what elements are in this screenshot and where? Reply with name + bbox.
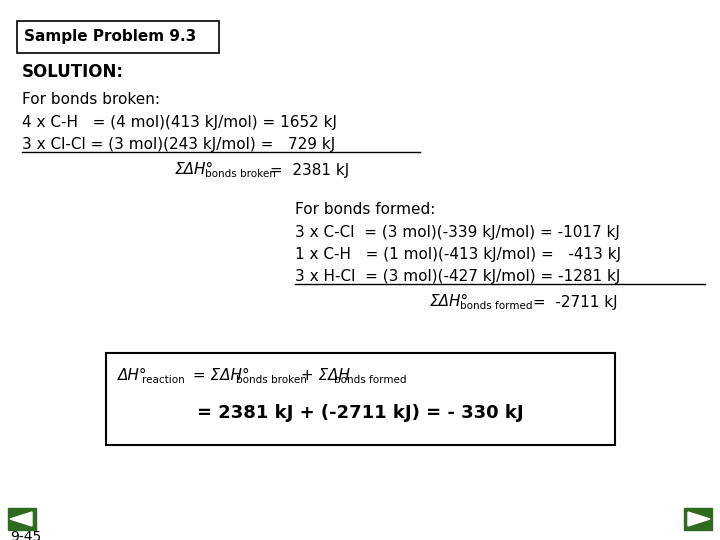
Text: = ΣΔH°: = ΣΔH°: [188, 368, 250, 382]
Text: 9-45: 9-45: [10, 530, 41, 540]
Text: ΣΔH°: ΣΔH°: [175, 163, 214, 178]
Text: 3 x H-Cl  = (3 mol)(-427 kJ/mol) = -1281 kJ: 3 x H-Cl = (3 mol)(-427 kJ/mol) = -1281 …: [295, 268, 621, 284]
Polygon shape: [10, 512, 32, 526]
FancyBboxPatch shape: [106, 353, 615, 445]
Text: bonds broken: bonds broken: [236, 375, 307, 385]
Text: 1 x C-H   = (1 mol)(-413 kJ/mol) =   -413 kJ: 1 x C-H = (1 mol)(-413 kJ/mol) = -413 kJ: [295, 246, 621, 261]
Text: 3 x Cl-Cl = (3 mol)(243 kJ/mol) =   729 kJ: 3 x Cl-Cl = (3 mol)(243 kJ/mol) = 729 kJ: [22, 137, 336, 152]
Text: For bonds broken:: For bonds broken:: [22, 92, 160, 107]
Bar: [8, 508, 36, 530]
Text: reaction: reaction: [142, 375, 185, 385]
Text: =  2381 kJ: = 2381 kJ: [265, 163, 349, 178]
Text: ΔH°: ΔH°: [118, 368, 148, 382]
Text: =  -2711 kJ: = -2711 kJ: [528, 294, 618, 309]
Text: bonds formed: bonds formed: [460, 301, 533, 311]
Text: + ΣΔH: + ΣΔH: [296, 368, 350, 382]
Bar: [684, 508, 712, 530]
Polygon shape: [688, 512, 710, 526]
Text: bonds broken: bonds broken: [205, 169, 276, 179]
Text: ΣΔH°: ΣΔH°: [430, 294, 469, 309]
Text: For bonds formed:: For bonds formed:: [295, 202, 436, 218]
Text: = 2381 kJ + (-2711 kJ) = - 330 kJ: = 2381 kJ + (-2711 kJ) = - 330 kJ: [197, 404, 523, 422]
Text: 3 x C-Cl  = (3 mol)(-339 kJ/mol) = -1017 kJ: 3 x C-Cl = (3 mol)(-339 kJ/mol) = -1017 …: [295, 225, 620, 240]
Text: SOLUTION:: SOLUTION:: [22, 63, 124, 81]
Text: bonds formed: bonds formed: [334, 375, 407, 385]
Text: Sample Problem 9.3: Sample Problem 9.3: [24, 30, 197, 44]
Text: 4 x C-H   = (4 mol)(413 kJ/mol) = 1652 kJ: 4 x C-H = (4 mol)(413 kJ/mol) = 1652 kJ: [22, 114, 337, 130]
FancyBboxPatch shape: [17, 21, 219, 53]
